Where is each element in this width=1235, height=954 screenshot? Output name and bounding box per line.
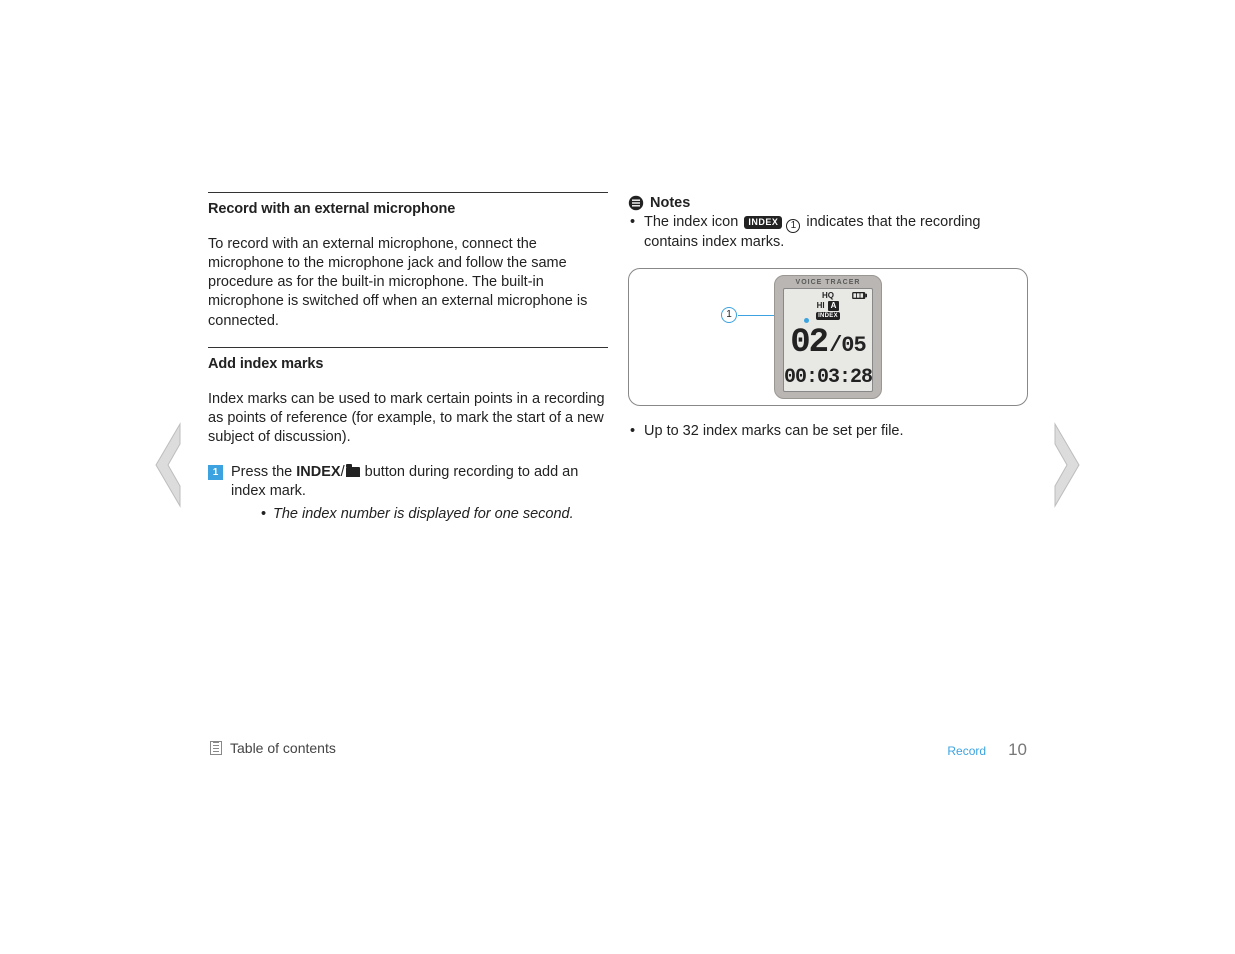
left-column: Record with an external microphone To re… [208, 192, 608, 524]
file-counter: 02/05 [790, 326, 865, 360]
prev-page-arrow[interactable] [148, 420, 188, 510]
heading-record-ext-mic: Record with an external microphone [208, 201, 608, 217]
step-index-bold: INDEX [296, 464, 340, 480]
device: VOICE TRACER HQ HI A [774, 275, 882, 399]
footer-right: Record 10 [947, 740, 1027, 760]
note1-a: The index icon [644, 214, 742, 230]
page-number: 10 [1008, 740, 1027, 760]
step-slash: / [341, 464, 345, 480]
footer-section-label[interactable]: Record [947, 744, 986, 758]
hi-indicator: HI [817, 301, 825, 310]
hq-indicator: HQ [822, 291, 834, 300]
notes-heading: Notes [628, 195, 1028, 211]
step-sublist: The index number is displayed for one se… [261, 505, 608, 524]
footer-toc[interactable]: Table of contents [210, 740, 336, 756]
callout-circle-1: 1 [721, 307, 737, 323]
notes-list-2: Up to 32 index marks can be set per file… [628, 422, 1028, 441]
callout-ref-1: 1 [786, 219, 800, 233]
notes-label: Notes [650, 195, 690, 211]
step-sub-item: The index number is displayed for one se… [261, 505, 608, 524]
step-number-badge: 1 [208, 465, 223, 480]
index-dot [804, 318, 809, 323]
step-text: Press the INDEX/ button during recording… [231, 463, 608, 524]
note-item-2: Up to 32 index marks can be set per file… [628, 422, 1028, 441]
step-pre: Press the [231, 464, 296, 480]
step-1: 1 Press the INDEX/ button during recordi… [208, 463, 608, 524]
toc-label: Table of contents [230, 740, 336, 756]
folder-badge: A [828, 301, 840, 311]
file-total: /05 [829, 335, 866, 357]
page: Record with an external microphone To re… [0, 0, 1235, 954]
device-brand: VOICE TRACER [796, 279, 861, 286]
right-column: Notes The index icon INDEX1 indicates th… [628, 195, 1028, 443]
battery-icon [852, 292, 868, 299]
folder-icon [346, 467, 360, 477]
device-illustration-frame: 1 VOICE TRACER HQ [628, 268, 1028, 406]
file-current: 02 [790, 326, 827, 360]
note-icon [628, 195, 644, 211]
timer: 00:03:28 [784, 366, 872, 389]
index-icon: INDEX [744, 216, 782, 229]
heading-add-index: Add index marks [208, 356, 608, 372]
lcd-row2: HI A [817, 301, 840, 311]
note-item-1: The index icon INDEX1 indicates that the… [628, 213, 1028, 252]
notes-list: The index icon INDEX1 indicates that the… [628, 213, 1028, 252]
para-index-desc: Index marks can be used to mark certain … [208, 390, 608, 447]
para-ext-mic: To record with an external microphone, c… [208, 235, 608, 331]
chevron-right-icon [1047, 420, 1087, 510]
device-lcd: HQ HI A INDEX [783, 288, 873, 392]
toc-icon [210, 741, 222, 755]
rule [208, 347, 608, 348]
index-mini-icon: INDEX [816, 312, 840, 320]
rule [208, 192, 608, 193]
chevron-left-icon [148, 420, 188, 510]
next-page-arrow[interactable] [1047, 420, 1087, 510]
lcd-top-row: HQ [784, 291, 872, 301]
